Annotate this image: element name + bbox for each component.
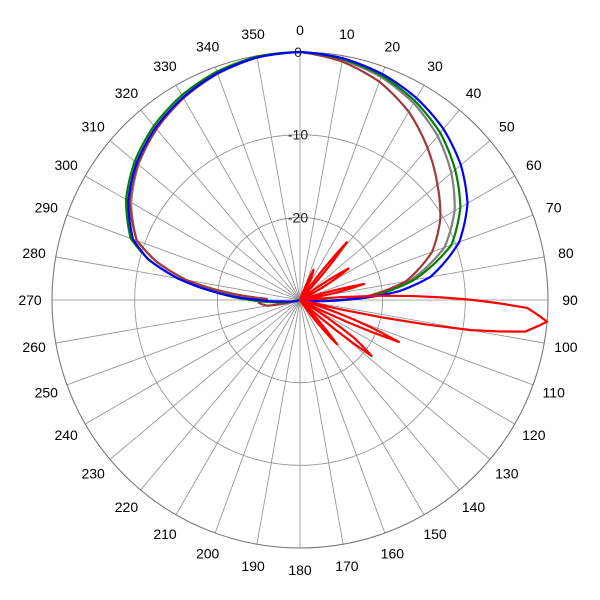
angle-tick-label: 10: [339, 26, 355, 42]
spoke-350: [256, 55, 301, 301]
angle-tick-label: 30: [427, 58, 443, 74]
spoke-210: [175, 299, 301, 515]
angle-tick-label: 20: [385, 38, 401, 54]
spoke-120: [299, 299, 515, 425]
series-line-1: [127, 50, 469, 303]
spoke-240: [85, 299, 301, 425]
angle-tick-label: 200: [196, 546, 220, 562]
spoke-340: [214, 66, 301, 301]
spoke-170: [299, 299, 344, 545]
angle-tick-label: 230: [81, 466, 105, 482]
angle-tick-label: 250: [35, 384, 59, 400]
angle-tick-label: 60: [526, 157, 542, 173]
spoke-100: [299, 299, 545, 344]
angle-tick-label: 140: [462, 499, 486, 515]
ring--20: [216, 216, 384, 384]
series-line-5: [298, 241, 549, 358]
radial-tick-label: -10: [288, 127, 308, 143]
series-lines: [124, 50, 549, 358]
spoke-50: [299, 140, 491, 301]
spoke-250: [66, 299, 301, 386]
angle-tick-label: 110: [543, 384, 566, 400]
angle-tick-label: 240: [54, 427, 78, 443]
angle-tick-label: 300: [54, 157, 78, 173]
spoke-220: [140, 299, 301, 491]
angle-tick-label: 350: [241, 26, 265, 42]
angle-tick-label: 150: [423, 526, 447, 542]
spoke-160: [299, 299, 386, 534]
angle-tick-label: 220: [115, 499, 139, 515]
angle-tick-label: 90: [562, 292, 578, 308]
angle-tick-label: 260: [22, 339, 46, 355]
spoke-260: [55, 299, 301, 344]
angle-tick-labels: 0 10 20 30 40 50 60 70 80 90 100 110 120 130 140 150 160…: [18, 22, 578, 578]
angle-tick-label: 270: [18, 292, 42, 308]
angle-tick-label: 80: [558, 245, 574, 261]
spoke-70: [299, 214, 534, 301]
spoke-20: [299, 66, 386, 301]
angle-tick-label: 160: [381, 546, 405, 562]
spoke-10: [299, 55, 344, 301]
spoke-150: [299, 299, 425, 515]
radial-tick-labels: 0-10-20: [288, 44, 308, 225]
angle-tick-label: 120: [522, 427, 546, 443]
angle-tick-label: 340: [196, 38, 220, 54]
spoke-30: [299, 85, 425, 301]
radial-tick-label: -20: [288, 209, 308, 225]
angle-tick-label: 290: [35, 200, 59, 216]
spoke-330: [175, 85, 301, 301]
angle-tick-label: 40: [466, 85, 482, 101]
spoke-230: [109, 299, 301, 460]
angle-tick-label: 280: [22, 245, 46, 261]
angle-tick-label: 330: [153, 58, 177, 74]
spoke-290: [66, 214, 301, 301]
angle-tick-label: 190: [241, 558, 265, 574]
spoke-300: [85, 175, 301, 301]
angle-tick-label: 180: [288, 562, 312, 578]
spoke-320: [140, 109, 301, 301]
angle-tick-label: 310: [81, 118, 105, 134]
angle-tick-label: 210: [153, 526, 177, 542]
spoke-190: [256, 299, 301, 545]
angle-tick-label: 100: [554, 339, 578, 355]
series-line-3: [128, 50, 442, 307]
angle-tick-label: 70: [546, 200, 562, 216]
spoke-310: [109, 140, 301, 301]
spoke-80: [299, 256, 545, 301]
spoke-200: [214, 299, 301, 534]
angle-tick-label: 170: [335, 558, 359, 574]
angle-tick-label: 0: [296, 22, 304, 38]
angle-tick-label: 320: [115, 85, 139, 101]
angle-tick-label: 130: [495, 466, 519, 482]
angle-tick-label: 50: [499, 118, 515, 134]
